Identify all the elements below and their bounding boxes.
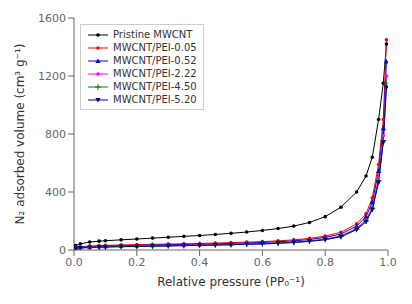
svg-text:N₂ adsorbed volume (cm³ g⁻¹): N₂ adsorbed volume (cm³ g⁻¹) — [13, 44, 27, 225]
svg-text:400: 400 — [45, 186, 66, 199]
html-text:Pristine MWCNT: Pristine MWCNT — [113, 29, 193, 40]
svg-text:1200: 1200 — [38, 70, 66, 83]
svg-text:0.4: 0.4 — [191, 256, 209, 269]
html-text:MWCNT/PEI-2.22: MWCNT/PEI-2.22 — [113, 68, 197, 79]
svg-text:Relative pressure (PP₀⁻¹): Relative pressure (PP₀⁻¹) — [157, 275, 305, 289]
html-text:MWCNT/PEI-0.05: MWCNT/PEI-0.05 — [113, 42, 197, 53]
svg-text:0.2: 0.2 — [128, 256, 146, 269]
html-text:MWCNT/PEI-5.20: MWCNT/PEI-5.20 — [113, 94, 197, 105]
svg-text:1.0: 1.0 — [379, 256, 397, 269]
svg-text:800: 800 — [45, 128, 66, 141]
svg-text:0.8: 0.8 — [316, 256, 334, 269]
svg-text:0.6: 0.6 — [254, 256, 272, 269]
svg-text:1600: 1600 — [38, 12, 66, 25]
html-text:MWCNT/PEI-4.50: MWCNT/PEI-4.50 — [113, 81, 197, 92]
svg-text:0: 0 — [59, 244, 66, 257]
html-text:MWCNT/PEI-0.52: MWCNT/PEI-0.52 — [113, 55, 197, 66]
svg-text:0.0: 0.0 — [65, 256, 83, 269]
